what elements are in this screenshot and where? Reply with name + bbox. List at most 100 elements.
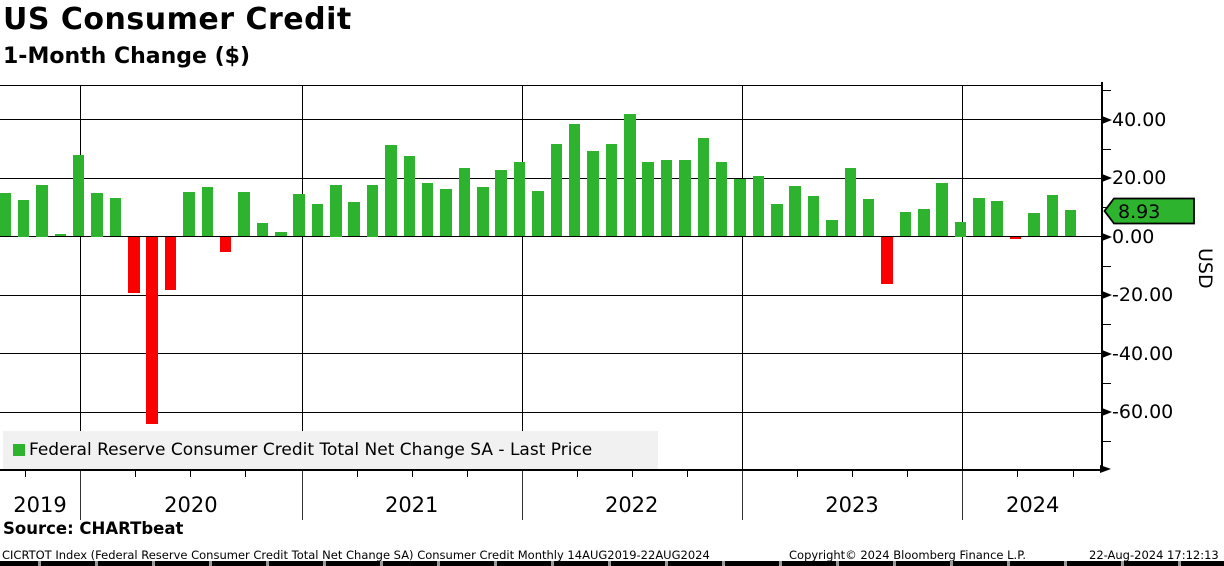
- last-price-label: 8.93: [1118, 201, 1160, 223]
- bar-Oct-2020: [256, 223, 269, 237]
- year-separator-extension: [301, 470, 303, 520]
- bar-Aug-2021: [440, 189, 452, 237]
- legend-background: [3, 431, 658, 469]
- bar-Nov-2021: [495, 170, 507, 237]
- bar-May-2022: [605, 144, 618, 237]
- index-description: CICRTOT Index (Federal Reserve Consumer …: [2, 548, 710, 562]
- bar-Mar-2023: [789, 185, 801, 237]
- x-axis-minor-tick: [576, 471, 578, 477]
- x-axis-year-label: 2021: [384, 493, 439, 517]
- bar-May-2021: [385, 145, 397, 237]
- timestamp-text: 22-Aug-2024 17:12:13: [1089, 548, 1219, 562]
- bar-Oct-2022: [697, 137, 710, 237]
- bar-Jun-2024: [1064, 210, 1077, 237]
- y-axis-tick-label: -60.00: [1112, 401, 1174, 423]
- bar-Dec-2019: [72, 154, 85, 237]
- x-axis-minor-tick: [356, 471, 358, 477]
- bar-Feb-2022: [550, 144, 563, 237]
- year-separator-extension: [80, 470, 81, 520]
- bar-Dec-2021: [513, 162, 526, 237]
- y-axis-major-tick: [1102, 115, 1112, 124]
- y-axis-tick-label: -40.00: [1112, 342, 1174, 365]
- bar-Sep-2020: [238, 192, 250, 237]
- y-axis-tick-label: 40.00: [1112, 108, 1167, 131]
- bar-Oct-2023: [918, 209, 930, 237]
- bar-May-2024: [1046, 194, 1059, 237]
- bar-Jan-2023: [752, 176, 765, 237]
- bar-Nov-2022: [715, 161, 728, 237]
- bar-Apr-2022: [587, 151, 599, 237]
- bar-Oct-2019: [36, 185, 48, 237]
- y-axis-minor-tick: [1103, 382, 1111, 384]
- y-axis-minor-tick: [1103, 148, 1111, 150]
- y-axis-line: [1101, 82, 1103, 470]
- bar-May-2020: [164, 236, 177, 291]
- source-line: Source: CHARTbeat: [3, 519, 184, 538]
- gridline-horizontal: [0, 411, 1103, 413]
- y-axis-major-tick: [1102, 291, 1112, 299]
- x-axis-minor-tick: [796, 471, 798, 477]
- y-axis-tick-label: 20.00: [1112, 167, 1167, 189]
- x-axis-minor-tick: [466, 471, 468, 477]
- bar-Feb-2021: [330, 185, 342, 237]
- bar-Jan-2022: [532, 191, 544, 237]
- x-axis-year-label: 2024: [1005, 493, 1060, 517]
- bar-Dec-2022: [734, 178, 746, 237]
- x-axis-minor-tick: [411, 471, 413, 477]
- bar-Oct-2021: [477, 187, 489, 237]
- bar-Sep-2019: [17, 199, 30, 237]
- gridline-horizontal: [0, 353, 1103, 354]
- y-axis-tick-label: -20.00: [1112, 284, 1174, 306]
- year-separator-extension: [741, 470, 743, 520]
- copyright-text: Copyright© 2024 Bloomberg Finance L.P.: [789, 548, 1026, 562]
- bar-Nov-2023: [936, 182, 948, 237]
- y-axis-tick-label: 0.00: [1112, 225, 1155, 248]
- gridline-horizontal: [0, 236, 1103, 237]
- x-axis-minor-tick: [631, 471, 633, 477]
- bar-Jun-2023: [844, 167, 857, 237]
- bar-Apr-2024: [1028, 213, 1040, 237]
- y-axis-major-tick: [1102, 174, 1112, 182]
- legend-label: Federal Reserve Consumer Credit Total Ne…: [29, 440, 593, 460]
- x-axis-line: [0, 468, 1103, 471]
- last-price-tag: 8.93: [1103, 197, 1195, 225]
- y-axis-major-tick: [1102, 232, 1112, 241]
- y-axis-minor-tick: [1103, 441, 1111, 443]
- bar-Jun-2021: [403, 155, 416, 237]
- legend-item[interactable]: Federal Reserve Consumer Credit Total Ne…: [3, 431, 658, 469]
- bar-Nov-2020: [275, 232, 287, 237]
- bar-Aug-2022: [660, 159, 673, 237]
- gridline-horizontal: [0, 294, 1103, 296]
- y-axis-major-tick: [1102, 349, 1112, 358]
- bar-Sep-2021: [458, 168, 471, 237]
- bar-Mar-2024: [1009, 236, 1022, 240]
- x-axis-minor-tick: [245, 471, 247, 477]
- x-axis-minor-tick: [851, 471, 853, 477]
- bar-Jul-2020: [201, 186, 214, 237]
- x-axis-minor-tick: [190, 471, 192, 477]
- bar-May-2023: [826, 220, 838, 237]
- bar-Sep-2022: [679, 159, 691, 237]
- x-axis-minor-tick: [686, 471, 688, 477]
- gridline-year: [741, 85, 743, 470]
- bar-Jan-2021: [311, 203, 324, 237]
- bar-Jun-2022: [624, 113, 636, 237]
- bar-Dec-2020: [293, 194, 305, 237]
- x-axis-minor-tick: [1017, 471, 1019, 477]
- bar-Jul-2023: [862, 199, 875, 237]
- bar-Feb-2024: [991, 200, 1003, 237]
- x-axis-minor-tick: [1072, 471, 1074, 477]
- x-axis-arrow-icon: [1100, 465, 1111, 473]
- bar-Jul-2022: [642, 161, 654, 237]
- bar-Mar-2021: [348, 201, 360, 237]
- y-axis-major-tick: [1102, 408, 1112, 416]
- y-axis-unit-label: USD: [1194, 248, 1216, 289]
- gridline-year: [962, 85, 964, 470]
- bar-Feb-2023: [771, 203, 783, 237]
- bar-Dec-2023: [954, 221, 967, 237]
- bar-Aug-2019: [0, 193, 11, 237]
- gridline-year: [80, 85, 81, 470]
- bar-Aug-2020: [219, 236, 232, 253]
